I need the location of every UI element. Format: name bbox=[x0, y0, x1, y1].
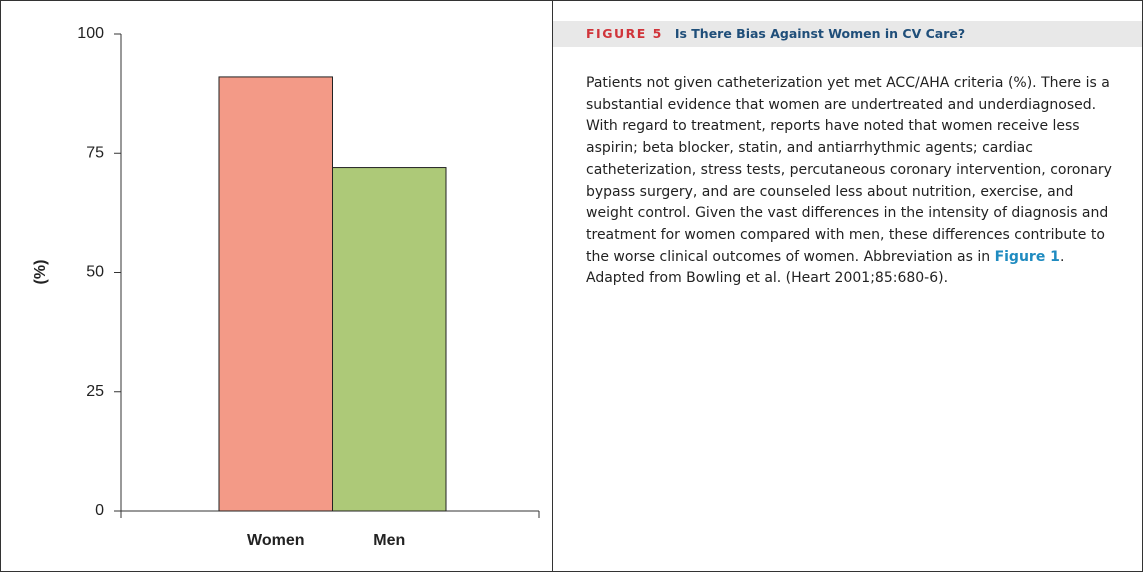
bar bbox=[332, 167, 447, 512]
y-tick-label: 100 bbox=[77, 25, 104, 42]
figure-link[interactable]: Figure 1 bbox=[994, 248, 1060, 265]
caption-text: . Adapted from Bowling et al. (Heart 200… bbox=[586, 248, 1065, 287]
y-tick-label: 25 bbox=[86, 383, 104, 400]
bar bbox=[218, 76, 333, 512]
y-tick-label: 75 bbox=[86, 144, 104, 161]
x-tick-label: Men bbox=[373, 532, 405, 549]
y-axis-label: (%) bbox=[32, 260, 49, 285]
caption-body: Patients not given catheterization yet m… bbox=[586, 73, 1121, 290]
figure-title: Is There Bias Against Women in CV Care? bbox=[674, 26, 966, 41]
chart: (%) 0 25 50 75 100 Women Men bbox=[32, 25, 540, 549]
figure-label: FIGURE 5 bbox=[586, 26, 663, 41]
caption: FIGURE 5 Is There Bias Against Women in C… bbox=[552, 1, 1142, 571]
x-tick-label: Women bbox=[247, 532, 304, 549]
y-tick-label: 0 bbox=[95, 502, 104, 519]
y-tick-label: 50 bbox=[86, 264, 104, 281]
caption-text: Patients not given catheterization yet m… bbox=[586, 75, 1112, 265]
caption-header: FIGURE 5 Is There Bias Against Women in C… bbox=[553, 21, 1142, 47]
